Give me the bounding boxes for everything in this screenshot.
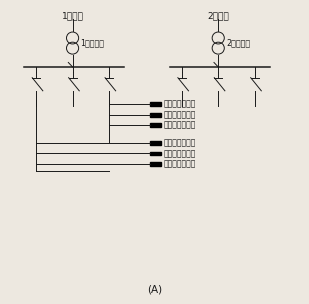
Text: 手术室一般照明: 手术室一般照明 [163,121,196,130]
Bar [150,141,162,145]
Text: 手术室一般照明: 手术室一般照明 [163,139,196,147]
Text: 1号进线: 1号进线 [61,12,83,21]
Bar [150,113,162,117]
Text: (A): (A) [147,284,162,294]
Bar [150,123,162,127]
Text: 2号进线: 2号进线 [207,12,229,21]
Text: 手术室一般照明: 手术室一般照明 [163,100,196,109]
Text: 手术室一般照明: 手术室一般照明 [163,149,196,158]
Text: 手术室一般照明: 手术室一般照明 [163,110,196,119]
Bar [150,152,162,155]
Text: 手术室一般照明: 手术室一般照明 [163,159,196,168]
Bar [150,162,162,166]
Text: 2号变压器: 2号变压器 [226,39,250,47]
Text: 1号变压器: 1号变压器 [80,39,104,47]
Bar [150,102,162,106]
